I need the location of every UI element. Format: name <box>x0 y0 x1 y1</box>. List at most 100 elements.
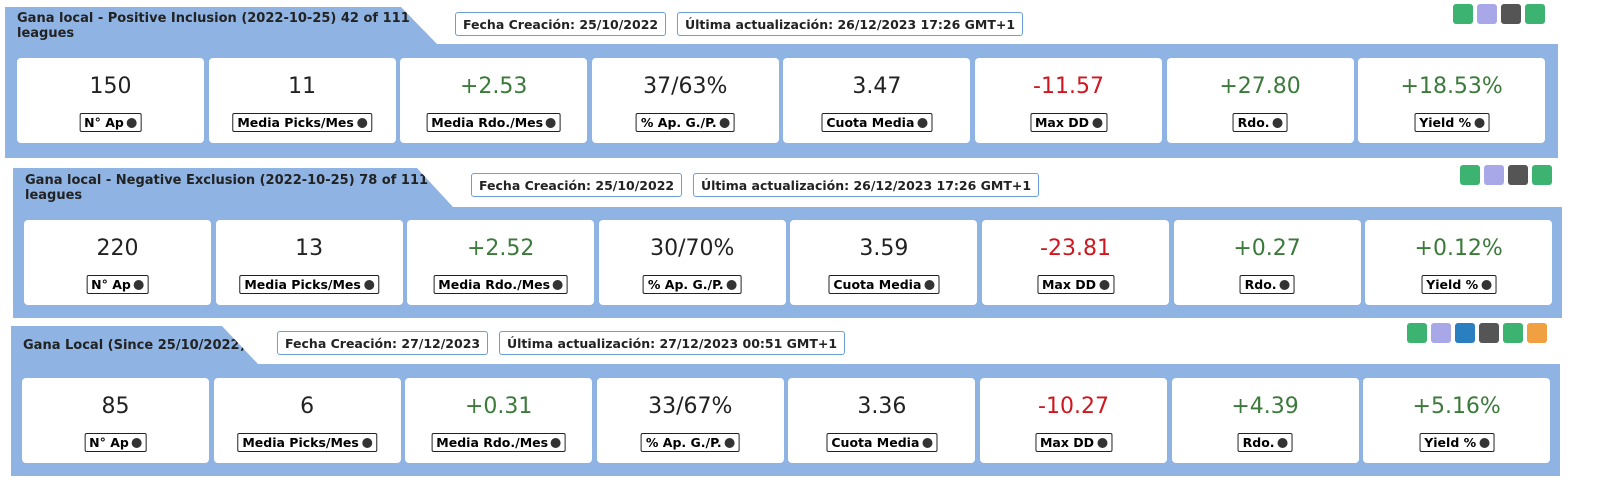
action-button[interactable] <box>1527 323 1547 343</box>
stat-card: 3.59 Cuota Media <box>790 220 978 305</box>
info-icon[interactable] <box>126 117 137 128</box>
stat-label-text: % Ap. G./P. <box>647 277 724 292</box>
stat-value: +2.53 <box>459 74 528 99</box>
stat-label: Cuota Media <box>826 433 938 452</box>
stat-value: 30/70% <box>650 236 735 261</box>
stat-value: 37/63% <box>643 74 728 99</box>
info-icon[interactable] <box>917 117 928 128</box>
action-button[interactable] <box>1407 323 1427 343</box>
stat-label-text: Media Rdo./Mes <box>431 115 544 130</box>
stat-label-text: % Ap. G./P. <box>640 115 717 130</box>
stat-value: -11.57 <box>1033 74 1104 99</box>
action-button[interactable] <box>1431 323 1451 343</box>
info-icon[interactable] <box>361 437 372 448</box>
panel-title: Gana local - Positive Inclusion (2022-10… <box>5 7 437 44</box>
info-icon[interactable] <box>363 279 374 290</box>
info-icon[interactable] <box>546 117 557 128</box>
stat-label-text: Media Picks/Mes <box>244 277 361 292</box>
stat-value: +27.80 <box>1219 74 1301 99</box>
stat-card: 3.47 Cuota Media <box>783 58 971 143</box>
stat-value: +0.27 <box>1233 236 1301 261</box>
info-icon[interactable] <box>922 437 933 448</box>
stat-value: +0.31 <box>464 394 533 419</box>
info-icon[interactable] <box>719 117 730 128</box>
info-icon[interactable] <box>1272 117 1283 128</box>
stat-card: 150 N° Ap <box>17 58 204 143</box>
stat-card: 6 Media Picks/Mes <box>213 378 401 463</box>
stat-label: Rdo. <box>1232 113 1288 132</box>
stat-label-text: Rdo. <box>1244 277 1277 292</box>
action-button[interactable] <box>1455 323 1475 343</box>
stat-label: Rdo. <box>1237 433 1293 452</box>
stat-card: +27.80 Rdo. <box>1166 58 1354 143</box>
stat-card: +2.53 Media Rdo./Mes <box>400 58 588 143</box>
stat-card: +0.31 Media Rdo./Mes <box>405 378 593 463</box>
action-button[interactable] <box>1532 165 1552 185</box>
stat-card: +2.52 Media Rdo./Mes <box>407 220 595 305</box>
stat-card: 37/63% % Ap. G./P. <box>591 58 779 143</box>
stat-value: -10.27 <box>1038 394 1109 419</box>
info-icon[interactable] <box>1479 437 1490 448</box>
action-button[interactable] <box>1525 4 1545 24</box>
stat-label-text: N° Ap <box>84 115 124 130</box>
stat-label: Media Picks/Mes <box>232 113 372 132</box>
stat-card: 30/70% % Ap. G./P. <box>598 220 786 305</box>
stat-label-text: Media Rdo./Mes <box>436 435 549 450</box>
stat-label: Media Rdo./Mes <box>426 113 562 132</box>
info-icon[interactable] <box>1474 117 1485 128</box>
action-button[interactable] <box>1479 323 1499 343</box>
stat-label: Max DD <box>1034 433 1113 452</box>
stat-label: Media Picks/Mes <box>237 433 377 452</box>
stat-value: 220 <box>96 236 139 261</box>
action-button[interactable] <box>1508 165 1528 185</box>
stat-label-text: N° Ap <box>89 435 129 450</box>
action-button[interactable] <box>1503 323 1523 343</box>
stat-label-text: Rdo. <box>1237 115 1270 130</box>
stat-label: Max DD <box>1036 275 1115 294</box>
stat-card: 85 N° Ap <box>22 378 209 463</box>
stat-label: N° Ap <box>86 275 149 294</box>
stat-label-text: Cuota Media <box>831 435 920 450</box>
stat-value: 3.36 <box>857 394 907 419</box>
stat-label-text: Cuota Media <box>833 277 922 292</box>
stat-label: N° Ap <box>84 433 147 452</box>
stat-label-text: % Ap. G./P. <box>645 435 722 450</box>
stat-label-text: Rdo. <box>1242 435 1275 450</box>
info-icon[interactable] <box>1277 437 1288 448</box>
action-button[interactable] <box>1501 4 1521 24</box>
panel-title: Gana Local (Since 25/10/2022) <box>11 326 258 364</box>
info-icon[interactable] <box>553 279 564 290</box>
stat-value: 3.59 <box>859 236 909 261</box>
stat-label: % Ap. G./P. <box>640 433 740 452</box>
info-icon[interactable] <box>1092 117 1103 128</box>
created-date: Fecha Creación: 25/10/2022 <box>455 12 667 36</box>
stat-card: 11 Media Picks/Mes <box>208 58 396 143</box>
stat-card: 13 Media Picks/Mes <box>215 220 403 305</box>
action-button[interactable] <box>1453 4 1473 24</box>
info-icon[interactable] <box>726 279 737 290</box>
stat-label-text: Media Picks/Mes <box>237 115 354 130</box>
stat-card: 33/67% % Ap. G./P. <box>596 378 784 463</box>
info-icon[interactable] <box>924 279 935 290</box>
stat-value: 33/67% <box>648 394 733 419</box>
panel-title: Gana local - Negative Exclusion (2022-10… <box>13 168 453 207</box>
info-icon[interactable] <box>1279 279 1290 290</box>
info-icon[interactable] <box>1481 279 1492 290</box>
stat-label-text: Media Picks/Mes <box>242 435 359 450</box>
info-icon[interactable] <box>356 117 367 128</box>
info-icon[interactable] <box>133 279 144 290</box>
stat-label: Rdo. <box>1239 275 1295 294</box>
info-icon[interactable] <box>724 437 735 448</box>
stat-value: 3.47 <box>852 74 902 99</box>
info-icon[interactable] <box>551 437 562 448</box>
stat-card: -10.27 Max DD <box>980 378 1167 463</box>
info-icon[interactable] <box>131 437 142 448</box>
info-icon[interactable] <box>1099 279 1110 290</box>
stat-card: +0.12% Yield % <box>1365 220 1553 305</box>
action-button[interactable] <box>1460 165 1480 185</box>
action-button[interactable] <box>1484 165 1504 185</box>
stat-label-text: Cuota Media <box>826 115 915 130</box>
stat-label: Max DD <box>1029 113 1108 132</box>
action-button[interactable] <box>1477 4 1497 24</box>
info-icon[interactable] <box>1097 437 1108 448</box>
